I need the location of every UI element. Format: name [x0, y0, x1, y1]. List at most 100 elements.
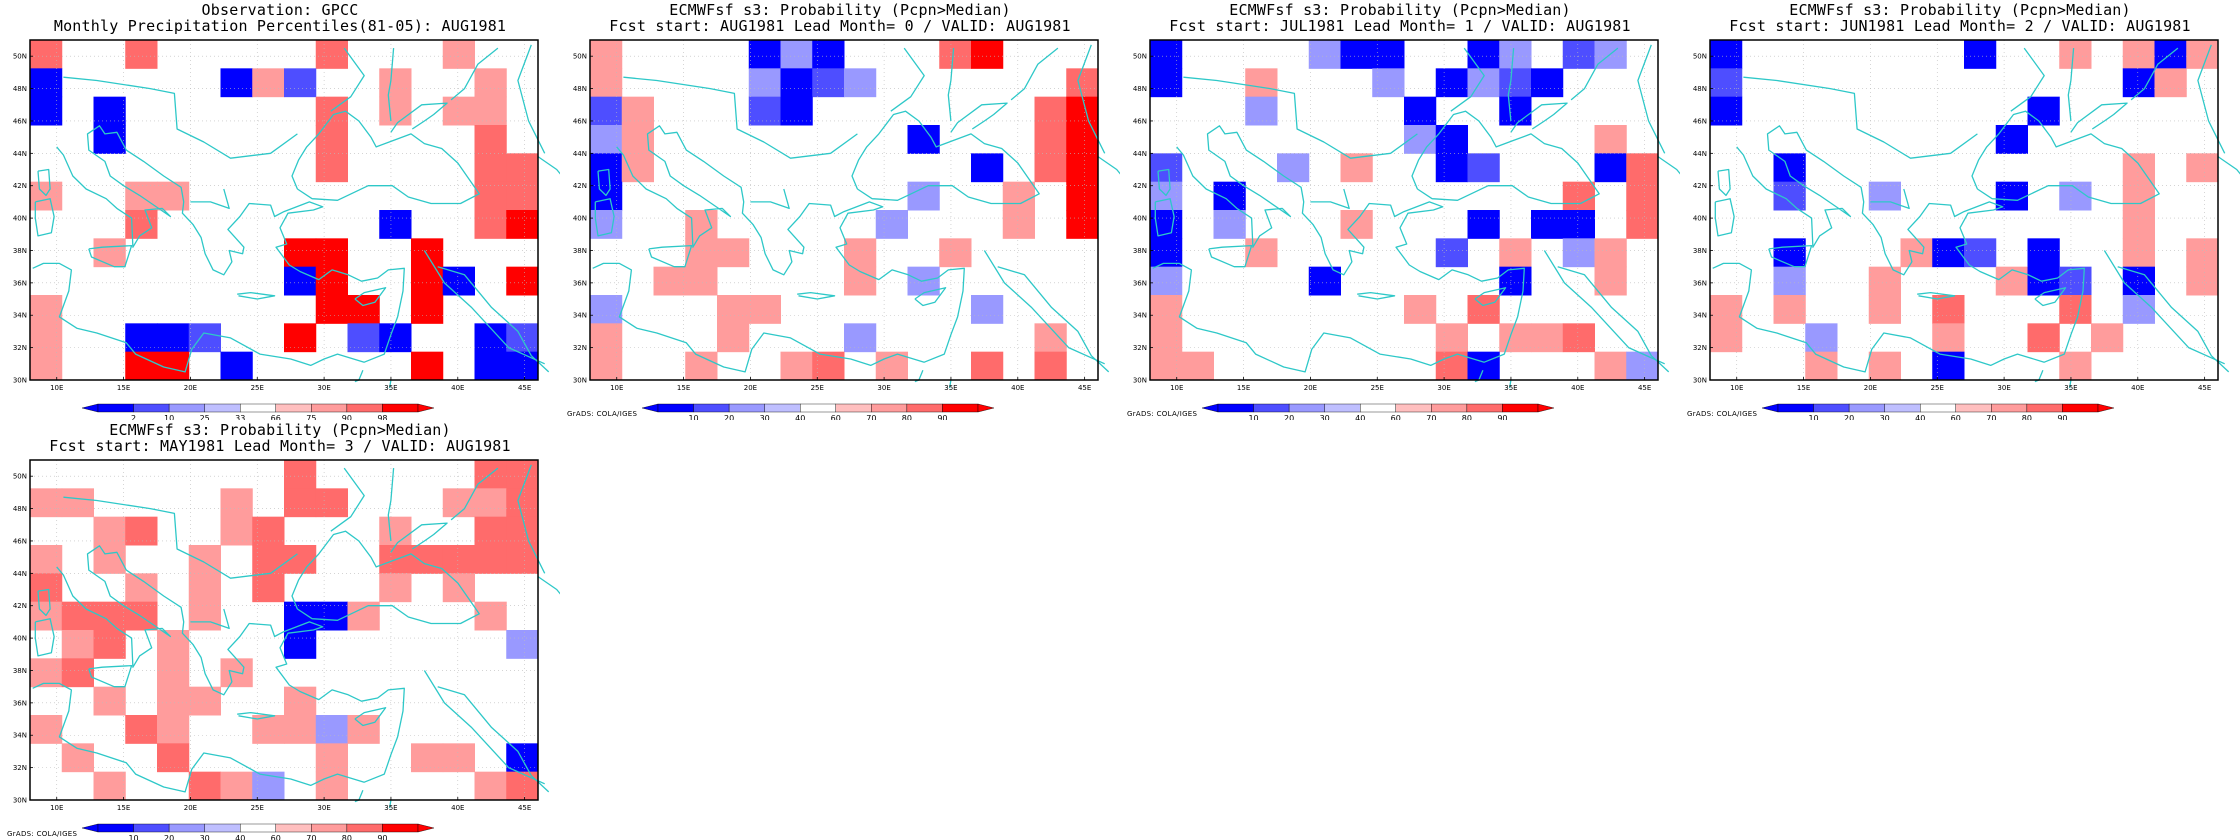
- precip-cell: [220, 488, 253, 518]
- lon-tick-label: 15E: [117, 384, 130, 392]
- lon-tick-label: 15E: [1797, 384, 1810, 392]
- precip-cell: [61, 601, 94, 631]
- precip-cell: [1467, 68, 1500, 98]
- precip-cell: [220, 516, 253, 546]
- lat-tick-label: 38N: [13, 667, 27, 675]
- precip-cell: [1531, 323, 1564, 353]
- precip-cell: [220, 771, 253, 801]
- panel-subtitle: Monthly Precipitation Percentiles(81-05)…: [53, 17, 507, 35]
- map-frame: [1709, 39, 2219, 381]
- precip-cell: [971, 351, 1004, 381]
- precip-cell: [780, 68, 813, 98]
- precip-cell: [907, 181, 940, 211]
- precip-cell: [506, 351, 539, 381]
- lon-tick-label: 25E: [1371, 384, 1384, 392]
- precip-cell: [188, 771, 221, 801]
- precip-cell: [1932, 238, 1965, 268]
- colorbar-label: 70: [1426, 414, 1436, 420]
- precip-cell: [30, 68, 63, 98]
- lon-tick-label: 20E: [184, 384, 197, 392]
- precip-cell: [1435, 153, 1468, 183]
- precip-cell: [590, 40, 623, 69]
- colorbar-label: 30: [1320, 414, 1330, 420]
- colorbar-label: 10: [1248, 414, 1258, 420]
- lon-tick-label: 10E: [610, 384, 623, 392]
- grid-lines: [30, 460, 538, 800]
- map-frame: [29, 39, 539, 381]
- precip-cell: [2059, 351, 2092, 381]
- lat-tick-label: 34N: [13, 732, 27, 740]
- precip-cell: [717, 323, 750, 353]
- precip-cell: [717, 238, 750, 268]
- precip-cell: [621, 96, 654, 126]
- lat-tick-label: 32N: [573, 344, 587, 352]
- precip-cell: [506, 630, 539, 659]
- lon-tick-label: 30E: [317, 384, 330, 392]
- precip-cell: [1932, 295, 1965, 324]
- lon-tick-label: 15E: [677, 384, 690, 392]
- precip-cell: [474, 181, 507, 211]
- map-frame: [1149, 39, 1659, 381]
- precip-cell: [2122, 40, 2155, 69]
- colorbar-label: 40: [1915, 414, 1925, 420]
- panel-subtitle: Fcst start: JUL1981 Lead Month= 1 / VALI…: [1169, 17, 1631, 35]
- precip-cell: [252, 715, 285, 744]
- precip-cell: [252, 68, 285, 98]
- precip-cell: [1066, 210, 1099, 239]
- precip-cell: [1213, 210, 1246, 239]
- precip-cell: [907, 125, 940, 154]
- grid-lines: [1710, 40, 2218, 380]
- precip-cell: [442, 545, 475, 574]
- precip-cell: [1467, 40, 1500, 69]
- lon-tick-label: 45E: [518, 384, 531, 392]
- colorbar-label: 20: [1284, 414, 1294, 420]
- precip-cell: [1499, 238, 1532, 268]
- precip-cell: [1034, 351, 1067, 381]
- precip-cell: [1868, 351, 1901, 381]
- map-panel-lead-0: 30N 32N 34N 36N 38N 40N 42N 44N 46N 48N 50N 10E 15E 2…: [560, 0, 1120, 420]
- lat-tick-label: 36N: [1133, 279, 1147, 287]
- precip-cell: [2059, 266, 2092, 296]
- precip-cell: [1066, 68, 1099, 98]
- precip-cell: [590, 68, 623, 98]
- precip-cell: [1308, 40, 1341, 69]
- lon-tick-label: 45E: [1078, 384, 1091, 392]
- precip-cell: [347, 295, 380, 324]
- lat-tick-label: 38N: [1693, 247, 1707, 255]
- precip-cell: [1150, 266, 1183, 296]
- colorbar: 2 10 25 33 66 75 90 98: [81, 403, 435, 420]
- precip-cell: [1372, 40, 1405, 69]
- precip-cell: [506, 771, 539, 801]
- colorbar-label: 10: [164, 414, 174, 420]
- lat-tick-label: 30N: [1133, 377, 1147, 385]
- precip-cell: [474, 68, 507, 98]
- precip-cell: [1594, 153, 1627, 183]
- colorbar-label: 75: [306, 414, 316, 420]
- precip-cell: [1002, 181, 1035, 211]
- precip-cell: [61, 488, 94, 518]
- precip-cell: [188, 601, 221, 631]
- colorbar-label: 30: [200, 834, 210, 840]
- precip-cell: [157, 743, 190, 773]
- lat-tick-label: 32N: [1133, 344, 1147, 352]
- lon-tick-label: 40E: [451, 384, 464, 392]
- coastlines: [1712, 44, 2240, 389]
- precip-cell: [1150, 295, 1183, 324]
- lat-tick-label: 46N: [13, 117, 27, 125]
- precip-cell: [1995, 125, 2028, 154]
- precip-cell: [125, 715, 158, 744]
- precip-cell: [1002, 210, 1035, 239]
- precip-cell: [1340, 153, 1373, 183]
- precip-cell: [61, 658, 94, 688]
- precip-cell: [2122, 153, 2155, 183]
- precip-cell: [93, 630, 126, 659]
- precip-cell: [1066, 125, 1099, 154]
- precip-cell: [590, 153, 623, 183]
- colorbar: 10 20 30 40 60 70 80 90: [1761, 403, 2115, 420]
- precip-cell: [2122, 181, 2155, 211]
- precip-cell: [157, 686, 190, 716]
- precip-cell: [1150, 153, 1183, 183]
- colorbar-label: 30: [1880, 414, 1890, 420]
- precip-cell: [1150, 40, 1183, 69]
- lat-tick-label: 48N: [1693, 85, 1707, 93]
